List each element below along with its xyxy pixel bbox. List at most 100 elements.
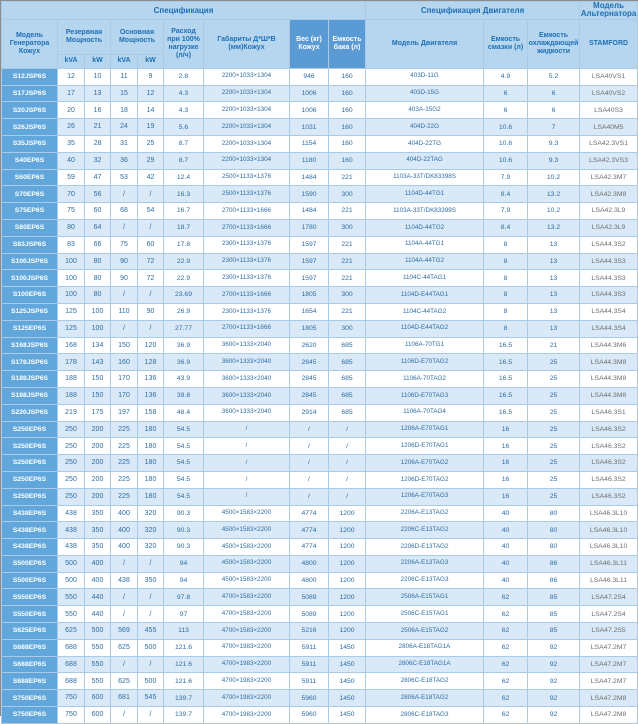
cell-oil: 16 — [483, 487, 529, 506]
cell-model: S688EP6S — [1, 672, 58, 691]
cell-prime-kw: 180 — [137, 487, 164, 506]
cell-coolant: 21 — [527, 336, 581, 355]
cell-oil: 7.9 — [483, 168, 529, 187]
cell-weight: 1006 — [289, 84, 329, 103]
cell-alternator: LSA47.2M7 — [579, 672, 638, 691]
cell-prime-kw: / — [137, 319, 164, 338]
cell-coolant: 85 — [527, 588, 581, 607]
cell-prime-kva: / — [110, 286, 138, 304]
cell-model: S26JSP6S — [1, 118, 58, 136]
cell-standby-kw: 200 — [84, 454, 111, 472]
cell-weight: 1180 — [289, 151, 329, 170]
cell-standby-kva: 12 — [57, 67, 85, 86]
cell-model: S188JSP6S — [1, 386, 58, 405]
cell-coolant: 25 — [527, 403, 581, 422]
cell-prime-kw: / — [137, 554, 164, 573]
cell-fuel: 16.3 — [163, 185, 204, 204]
cell-coolant: 25 — [527, 487, 581, 506]
cell-prime-kw: 180 — [137, 454, 164, 472]
table-row: S20JSP6S 20 16 18 14 4.3 2200×1033×1304 1006 160… — [1, 101, 638, 120]
cell-oil: 8.4 — [483, 185, 529, 204]
cell-model: S250EP6S — [1, 437, 58, 456]
cell-prime-kw: 500 — [137, 672, 164, 691]
cell-prime-kw: 180 — [137, 437, 164, 456]
table-row: S688EP6S 688 550 625 500 121.6 4700×1983×2200 5… — [1, 672, 638, 691]
cell-standby-kva: 17 — [57, 84, 85, 103]
cell-standby-kw: 80 — [84, 269, 111, 288]
column-header-dimensions: Габариты Д*Ш*В (мм)Кожух — [203, 18, 290, 69]
unit-prime-kw: kW — [137, 53, 164, 69]
cell-prime-kw: 500 — [137, 638, 164, 657]
cell-engine: 1103A-33T/DK83398S — [365, 168, 485, 187]
column-header-fuel-consumption: Расход при 100% нагрузке (л/ч) — [163, 18, 204, 69]
cell-alternator: LSA44.3S3 — [579, 286, 638, 304]
cell-standby-kw: 550 — [84, 655, 111, 674]
cell-engine: 2206A-E13TAG2 — [365, 504, 485, 523]
cell-weight: 4800 — [289, 554, 329, 573]
cell-model: S17JSP6S — [1, 84, 58, 103]
cell-weight: 5089 — [289, 588, 329, 607]
cell-standby-kw: 400 — [84, 554, 111, 573]
cell-prime-kva: / — [110, 218, 138, 237]
cell-prime-kw: 128 — [137, 353, 164, 372]
cell-alternator: LSA46.3L10 — [579, 504, 638, 523]
cell-model: S250EP6S — [1, 454, 58, 472]
header-alternator-model: Модель Альтернатора — [579, 1, 638, 20]
cell-model: S550EP6S — [1, 588, 58, 607]
cell-prime-kva: 160 — [110, 353, 138, 372]
unit-standby-kva: kVA — [57, 53, 85, 69]
cell-coolant: 9.3 — [527, 134, 581, 153]
cell-weight: 5960 — [289, 689, 329, 708]
cell-standby-kva: 188 — [57, 370, 85, 388]
cell-standby-kva: 250 — [57, 420, 85, 439]
cell-fuel: 22.9 — [163, 269, 204, 288]
cell-weight: 5216 — [289, 622, 329, 640]
cell-standby-kw: 600 — [84, 689, 111, 708]
cell-standby-kw: 200 — [84, 420, 111, 439]
cell-alternator: LSA47.2M7 — [579, 655, 638, 674]
cell-prime-kva: 110 — [110, 302, 138, 321]
cell-model: S12JSP6S — [1, 67, 58, 86]
cell-tank: 221 — [327, 235, 367, 254]
cell-tank: 1450 — [327, 706, 367, 724]
cell-tank: / — [327, 420, 367, 439]
cell-dims: 3600×1333×2040 — [203, 353, 290, 372]
table-row: S625EP6S 625 500 569 455 113 4700×1583×2200 521… — [1, 622, 638, 640]
cell-prime-kva: 225 — [110, 437, 138, 456]
cell-standby-kva: 80 — [57, 218, 85, 237]
cell-prime-kw: 72 — [137, 269, 164, 288]
cell-fuel: 8.7 — [163, 134, 204, 153]
cell-standby-kva: 500 — [57, 571, 85, 590]
cell-prime-kw: / — [137, 588, 164, 607]
cell-model: S550EP6S — [1, 605, 58, 624]
cell-coolant: 85 — [527, 605, 581, 624]
cell-oil: 62 — [483, 638, 529, 657]
cell-coolant: 7 — [527, 118, 581, 136]
header-band-top: Спецификация Спецификация Двигателя Моде… — [0, 1, 638, 20]
column-header-weight: Вес (кг) Кожух — [289, 18, 329, 69]
cell-oil: 16 — [483, 470, 529, 489]
cell-prime-kva: 438 — [110, 571, 138, 590]
cell-weight: 5911 — [289, 672, 329, 691]
cell-dims: / — [203, 487, 290, 506]
cell-weight: 5960 — [289, 706, 329, 724]
cell-standby-kw: 100 — [84, 302, 111, 321]
cell-prime-kw: / — [137, 706, 164, 724]
cell-standby-kva: 250 — [57, 437, 85, 456]
cell-standby-kva: 26 — [57, 118, 85, 136]
cell-alternator: LSA42.3L9 — [579, 202, 638, 220]
cell-engine: 1103A-33T/DK83399S — [365, 202, 485, 220]
cell-alternator: LSA40M5 — [579, 118, 638, 136]
cell-tank: / — [327, 470, 367, 489]
table-row: S125JSP6S 125 100 110 90 26.9 2300×1133×1376 16… — [1, 302, 638, 321]
cell-weight: 1654 — [289, 302, 329, 321]
cell-coolant: 10.2 — [527, 202, 581, 220]
cell-coolant: 85 — [527, 622, 581, 640]
cell-fuel: 54.5 — [163, 420, 204, 439]
cell-dims: 2300×1133×1376 — [203, 252, 290, 271]
cell-fuel: 90.3 — [163, 538, 204, 556]
cell-alternator: LSA47.2M7 — [579, 638, 638, 657]
cell-prime-kva: / — [110, 605, 138, 624]
